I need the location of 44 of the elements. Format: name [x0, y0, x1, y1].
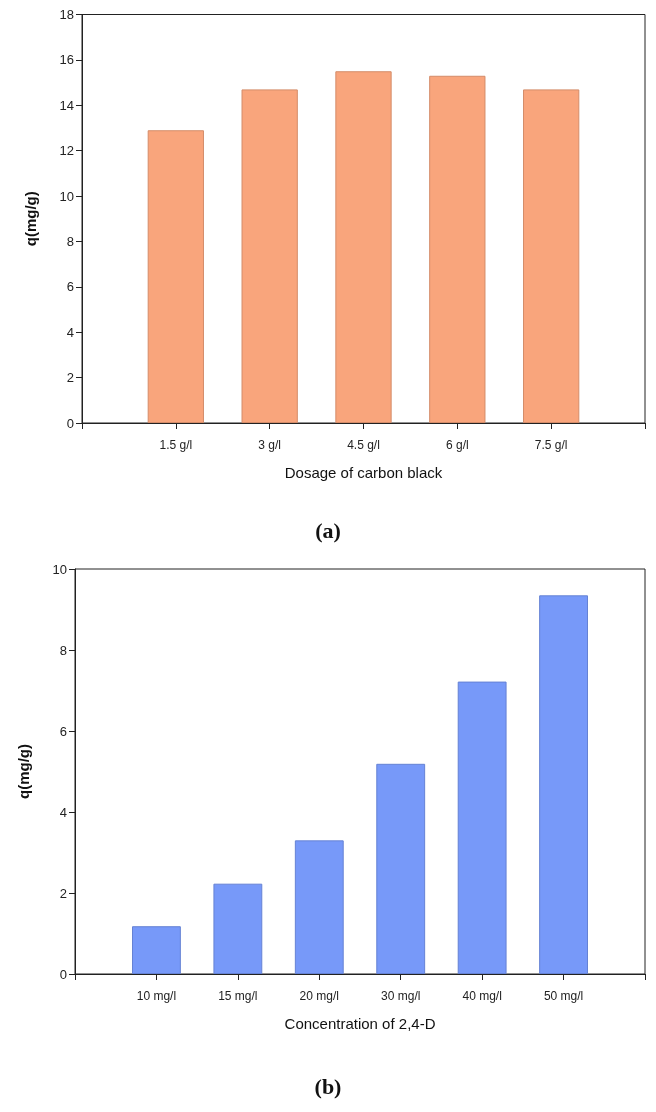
- y-tick-label: 10: [52, 561, 67, 577]
- x-tick-label: 50 mg/l: [543, 989, 584, 1003]
- x-tick-label: 7.5 g/l: [534, 438, 568, 452]
- x-tick-label: 3 g/l: [258, 438, 282, 452]
- x-axis-title: Concentration of 2,4-D: [284, 1015, 436, 1032]
- y-tick-label: 14: [59, 97, 74, 113]
- x-tick-label: 10 mg/l: [136, 989, 177, 1003]
- y-tick-label: 8: [59, 642, 67, 658]
- y-tick-label: 2: [59, 885, 67, 901]
- y-tick-label: 4: [59, 804, 67, 820]
- x-tick-label: 4.5 g/l: [347, 438, 380, 452]
- y-tick-label: 10: [59, 188, 74, 204]
- y-axis-title: q(mg/g): [22, 191, 39, 247]
- text: (b): [314, 1073, 342, 1099]
- x-tick-label: 15 mg/l: [218, 989, 258, 1003]
- y-tick-label: 0: [59, 966, 67, 982]
- y-tick-label: 6: [66, 279, 74, 295]
- text: (a): [315, 517, 341, 543]
- bar: [132, 926, 181, 974]
- y-tick-label: 18: [59, 7, 74, 22]
- x-tick-label: 30 mg/l: [381, 989, 421, 1003]
- x-tick-label: 1.5 g/l: [159, 438, 193, 452]
- bar: [376, 763, 426, 974]
- x-tick-label: 40 mg/l: [462, 989, 502, 1003]
- bar: [539, 595, 588, 974]
- bar: [429, 75, 486, 423]
- bar: [213, 883, 263, 974]
- bar: [335, 71, 392, 423]
- y-tick-label: 6: [59, 723, 67, 739]
- bar: [241, 89, 298, 423]
- y-tick-label: 0: [66, 415, 74, 431]
- y-axis-title: q(mg/g): [15, 744, 32, 799]
- y-tick-label: 8: [66, 233, 74, 249]
- y-tick-label: 12: [59, 143, 74, 159]
- x-tick-label: 6 g/l: [445, 438, 469, 452]
- y-tick-label: 4: [66, 324, 74, 340]
- x-axis-title: Dosage of carbon black: [284, 464, 443, 481]
- x-tick-label: 20 mg/l: [299, 989, 339, 1003]
- y-tick-label: 16: [59, 52, 74, 68]
- y-tick-label: 2: [66, 370, 74, 386]
- bar: [523, 89, 580, 423]
- bar: [294, 840, 344, 974]
- bar: [147, 130, 204, 423]
- bar: [457, 681, 507, 974]
